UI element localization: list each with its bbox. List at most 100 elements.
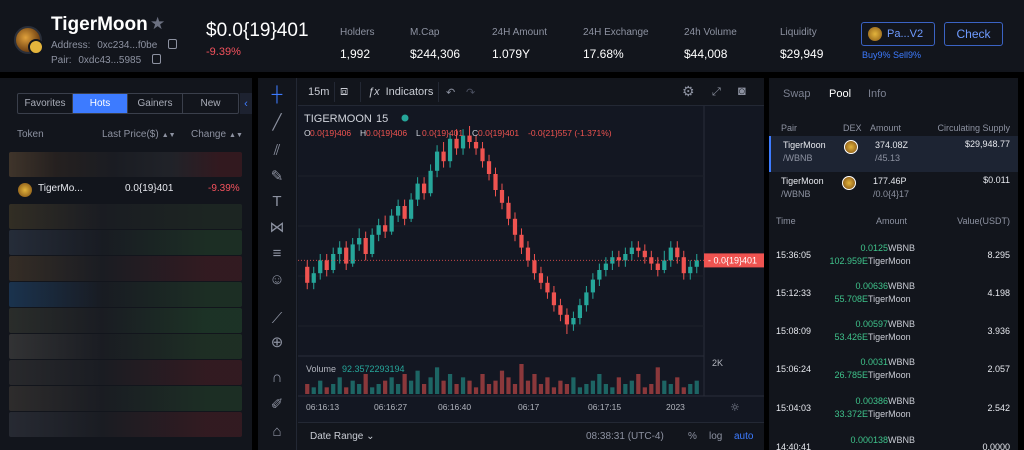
list-item[interactable] [9,152,242,177]
tab-hots[interactable]: Hots [73,94,128,113]
brush-icon[interactable]: ✎ [270,168,284,185]
list-item[interactable] [9,412,242,437]
indicators-button[interactable]: ƒx Indicators [368,86,433,98]
tax-info: Buy9% Sell9% [862,50,922,60]
ruler-icon[interactable]: ⟋ [271,310,283,327]
star-icon[interactable]: ★ [150,14,166,33]
tab-new[interactable]: New [200,98,221,109]
tx-token-wbnb: WBNB [888,357,915,367]
tab-favorites[interactable]: Favorites [18,94,73,113]
candle-type-icon[interactable]: ⧈ [340,83,349,98]
check-button[interactable]: Check [944,22,1003,46]
pool-row[interactable]: TigerMoon/WBNB 177.46P/0.0{4}17 $0.011 [769,172,1018,208]
pool-header-amount: Amount [870,123,902,133]
candle-body [389,215,394,232]
token-list-panel: Favorites Hots Gainers New ‹ Token Last … [0,78,252,450]
transaction-row[interactable]: 15:06:24 0.0031 WBNB 26.785E TigerMoon 2.057 [769,352,1018,390]
tx-amount-wbnb: 0.00597 [855,319,888,329]
ohlc-change: -0.0{21}557 (-1.371%) [528,128,612,138]
date-range-button[interactable]: Date Range ⌄ [310,431,375,442]
tx-token-name: TigerMoon [868,256,911,266]
candle-body [584,292,589,306]
volume-bar [370,387,375,394]
list-item[interactable] [9,256,242,281]
list-item[interactable] [9,308,242,333]
tx-value: 0.0000 [982,442,1010,450]
tab-pool[interactable]: Pool [829,88,852,100]
chevron-left-icon[interactable]: ‹ [240,93,252,114]
pool-name: TigerMoon [783,140,826,150]
stat-value: $244,306 [410,47,461,61]
list-item-selected[interactable]: TigerMo... 0.0{19}401 -9.39% [0,177,252,201]
pool-base: /WBNB [783,153,813,163]
fib-tool-icon[interactable]: ⫽ [273,142,281,159]
magnet-icon[interactable]: ∩ [271,369,283,386]
lock-drawing-icon[interactable]: ✐ [270,396,284,413]
tx-token-wbnb: WBNB [888,319,915,329]
candle-body [551,292,557,306]
transaction-row[interactable]: 15:04:03 0.00386 WBNB 33.372E TigerMoon 2.542 [769,391,1018,429]
pair-version-button[interactable]: Pa...V2 [861,22,935,46]
price-chart[interactable]: - 0.0{19}401 2K Volume 92.3572293194 TIGERMO… [298,106,764,422]
pool-header-supply: Circulating Supply [937,123,1010,133]
crosshair-icon[interactable]: ┼ [271,86,283,103]
volume-bar [636,374,641,394]
ohlc-value: 0.0{19}401 [422,128,463,138]
copy-icon[interactable] [151,54,161,64]
clock-readout[interactable]: 08:38:31 (UTC-4) [586,431,664,442]
list-item[interactable] [9,230,242,255]
column-last-price[interactable]: Last Price($) ▲▼ [102,129,176,140]
interval-button[interactable]: 15m [308,86,330,98]
stat-label: 24h Volume [684,27,737,38]
toolbar-divider [438,82,439,102]
candle-body [558,305,563,315]
auto-toggle[interactable]: auto [734,431,754,442]
tx-amount-token: 102.959E [829,256,868,266]
candle-body [305,266,310,283]
candle-body [636,247,641,251]
zoom-in-icon[interactable]: ⊕ [270,334,284,351]
candle-body [662,260,667,270]
transaction-row[interactable]: 15:36:05 0.0125 WBNB 102.959E TigerMoon 8.295 [769,238,1018,276]
list-item[interactable] [9,386,242,411]
settings-icon[interactable]: ⚙ [682,83,695,99]
candle-body [318,260,323,274]
volume-bar [694,380,699,394]
lock-icon[interactable]: ⌂ [272,423,282,440]
fullscreen-icon[interactable]: ⤢ [712,86,721,98]
pool-row[interactable]: TigerMoon/WBNB 374.08Z/45.13 $29,948.77 [769,136,1018,172]
volume-bar [493,380,498,394]
pool-header-dex: DEX [843,123,862,133]
candle-body [642,250,647,258]
address-row: Address: 0xc234...f0be [51,39,178,51]
camera-icon[interactable]: ◙ [738,83,746,98]
log-toggle[interactable]: log [709,431,723,442]
list-item[interactable] [9,360,242,385]
transaction-row[interactable]: 15:08:09 0.00597 WBNB 53.426E TigerMoon 3.936 [769,314,1018,352]
x-tick-label: 2023 [666,402,685,412]
pattern-icon[interactable]: ⋈ [269,219,285,236]
token-price: $0.0{19}401 [206,20,309,41]
token-header: TigerMoon ★ Address: 0xc234...f0be Pair:… [0,0,1024,72]
column-change[interactable]: Change ▲▼ [191,129,243,140]
tab-info[interactable]: Info [868,88,887,100]
emoji-icon[interactable]: ☺ [269,271,285,288]
list-item[interactable] [9,334,242,359]
copy-icon[interactable] [168,39,178,49]
tx-token-name: TigerMoon [868,294,911,304]
prediction-icon[interactable]: ≡ [272,245,282,262]
transaction-row[interactable]: 15:12:33 0.00636 WBNB 55.708E TigerMoon 4.198 [769,276,1018,314]
sort-icon: ▲▼ [161,132,176,139]
transaction-row[interactable]: 14:40:41 0.000138 WBNB 0.0000 [769,430,1018,450]
text-tool-icon[interactable]: T [272,193,282,210]
trend-line-icon[interactable]: ╱ [272,114,282,131]
tab-gainers[interactable]: Gainers [128,94,183,113]
list-item[interactable] [9,204,242,229]
candle-body [434,151,440,171]
percent-toggle[interactable]: % [688,431,697,442]
tab-swap[interactable]: Swap [783,88,811,100]
undo-icon[interactable]: ↶ [446,87,456,99]
volume-bar [473,387,479,394]
redo-icon[interactable]: ↷ [466,87,476,99]
list-item[interactable] [9,282,242,307]
